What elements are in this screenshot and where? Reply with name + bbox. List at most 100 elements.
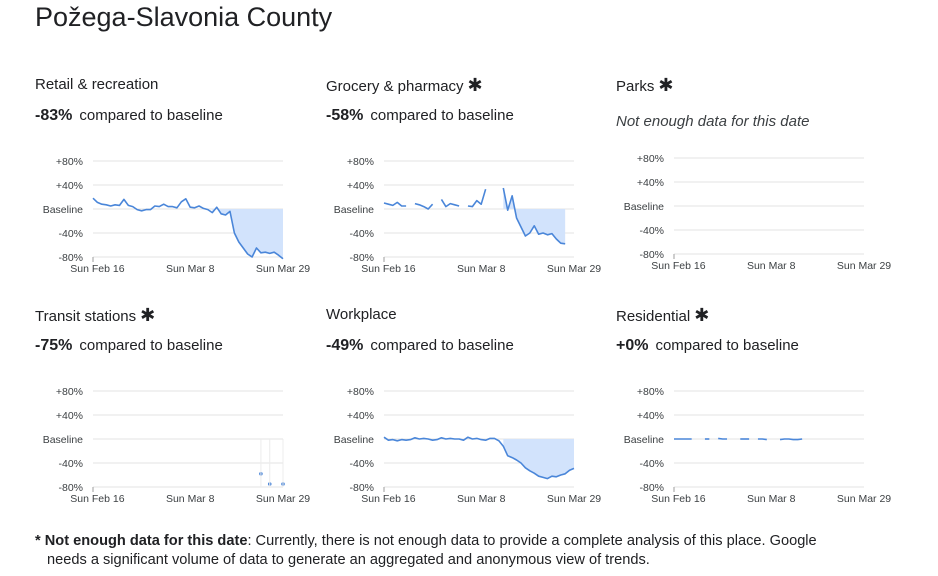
x-tick-label: Sun Mar 8	[166, 263, 215, 275]
series-line	[440, 198, 460, 208]
panel-residential: Residential ✱ +0% compared to baseline +80…	[616, 306, 906, 521]
x-tick-label: Sun Mar 29	[256, 493, 310, 505]
y-tick-label: -80%	[639, 482, 664, 494]
series-line	[383, 201, 407, 207]
panel-title: Parks	[616, 78, 655, 95]
y-tick-label: +40%	[56, 410, 83, 422]
y-tick-label: -80%	[639, 249, 664, 261]
change-value: -49%	[326, 337, 364, 354]
change-value: -58%	[326, 107, 364, 124]
x-tick-label: Sun Feb 16	[70, 493, 124, 505]
chart-workplace: +80% +40% Baseline -40% -80%Sun Feb 16 Sun Ma…	[334, 386, 602, 505]
x-tick-label: Sun Mar 29	[547, 493, 601, 505]
y-tick-label: -80%	[349, 482, 374, 494]
y-tick-label: -40%	[639, 225, 664, 237]
y-tick-label: -40%	[58, 228, 83, 240]
chart-residential: +80% +40% Baseline -40% -80%Sun Feb 16 Sun Ma…	[624, 386, 892, 505]
footnote-text-2: needs a significant volume of data to ge…	[47, 552, 650, 568]
y-tick-label: -40%	[58, 458, 83, 470]
y-tick-label: -80%	[58, 252, 83, 264]
x-tick-label: Sun Mar 8	[457, 493, 506, 505]
y-tick-label: +40%	[56, 180, 83, 192]
no-data-message: Not enough data for this date	[616, 113, 810, 130]
x-tick-label: Sun Mar 8	[747, 260, 796, 272]
change-caption: compared to baseline	[79, 337, 223, 354]
footnote-star: *	[35, 533, 41, 549]
panel-workplace: Workplace -49% compared to baseline +80% +…	[326, 306, 616, 521]
series-line	[383, 436, 575, 480]
panel-title: Grocery & pharmacy	[326, 78, 464, 95]
series-line	[718, 437, 728, 440]
y-tick-label: +80%	[347, 386, 374, 398]
change-caption: compared to baseline	[79, 107, 223, 124]
y-tick-label: +80%	[56, 156, 83, 168]
x-tick-label: Sun Feb 16	[361, 493, 415, 505]
panel-retail: Retail & recreation -83% compared to base…	[35, 76, 325, 291]
y-tick-label: Baseline	[624, 201, 664, 213]
footnote: * Not enough data for this date: Current…	[35, 532, 885, 570]
y-tick-label: -40%	[349, 458, 374, 470]
chart-grocery: +80% +40% Baseline -40% -80%Sun Feb 16 Sun Ma…	[334, 156, 602, 275]
series-line	[757, 438, 767, 441]
y-tick-label: -80%	[58, 482, 83, 494]
x-tick-label: Sun Mar 29	[837, 493, 891, 505]
x-tick-label: Sun Feb 16	[651, 493, 705, 505]
x-tick-label: Sun Mar 8	[747, 493, 796, 505]
change-caption: compared to baseline	[370, 337, 514, 354]
panel-parks: Parks ✱ Not enough data for this date +80…	[616, 76, 906, 291]
change-caption: compared to baseline	[370, 107, 514, 124]
y-tick-label: +80%	[347, 156, 374, 168]
panel-title: Retail & recreation	[35, 76, 159, 93]
y-tick-label: +40%	[347, 410, 374, 422]
y-tick-label: Baseline	[43, 204, 83, 216]
change-caption: compared to baseline	[655, 337, 799, 354]
chart-transit: +80% +40% Baseline -40% -80%Sun Feb 16 Sun Ma…	[43, 386, 311, 505]
y-tick-label: +40%	[637, 177, 664, 189]
chart-parks: +80% +40% Baseline -40% -80%Sun Feb 16 Sun Ma…	[624, 153, 892, 272]
change-value: -83%	[35, 107, 73, 124]
y-tick-label: +40%	[637, 410, 664, 422]
x-tick-label: Sun Feb 16	[70, 263, 124, 275]
chart-retail: +80% +40% Baseline -40% -80%Sun Feb 16 Sun Ma…	[43, 156, 311, 275]
series-line	[779, 438, 803, 441]
x-tick-label: Sun Mar 29	[837, 260, 891, 272]
y-tick-label: +80%	[637, 153, 664, 165]
y-tick-label: Baseline	[334, 204, 374, 216]
y-tick-label: -40%	[639, 458, 664, 470]
panel-title: Residential	[616, 308, 691, 325]
change-value: +0%	[616, 337, 649, 354]
panel-title: Workplace	[326, 306, 397, 323]
star-icon: ✱	[467, 75, 483, 95]
page-title: Požega-Slavonia County	[35, 2, 333, 32]
footnote-text: : Currently, there is not enough data to…	[247, 533, 817, 549]
baseline-diff-area	[503, 188, 566, 244]
x-tick-label: Sun Mar 29	[256, 263, 310, 275]
y-tick-label: +40%	[347, 180, 374, 192]
series-line	[92, 197, 284, 260]
x-tick-label: Sun Feb 16	[651, 260, 705, 272]
baseline-diff-area	[212, 207, 283, 259]
x-tick-label: Sun Mar 29	[547, 263, 601, 275]
star-icon: ✱	[658, 75, 674, 95]
star-icon: ✱	[140, 305, 156, 325]
series-line	[502, 187, 566, 245]
panel-title: Transit stations	[35, 308, 137, 325]
y-tick-label: Baseline	[334, 434, 374, 446]
x-tick-label: Sun Feb 16	[361, 263, 415, 275]
y-tick-label: -80%	[349, 252, 374, 264]
y-tick-label: -40%	[349, 228, 374, 240]
y-tick-label: +80%	[637, 386, 664, 398]
y-tick-label: +80%	[56, 386, 83, 398]
panel-grocery: Grocery & pharmacy ✱ -58% compared to base…	[326, 76, 616, 291]
series-line	[414, 202, 434, 210]
change-value: -75%	[35, 337, 73, 354]
footnote-bold: Not enough data for this date	[44, 533, 248, 549]
x-tick-label: Sun Mar 8	[166, 493, 215, 505]
y-tick-label: Baseline	[624, 434, 664, 446]
baseline-diff-area	[503, 439, 574, 479]
y-tick-label: Baseline	[43, 434, 83, 446]
star-icon: ✱	[694, 305, 710, 325]
panel-transit: Transit stations ✱ -75% compared to baseli…	[35, 306, 325, 521]
x-tick-label: Sun Mar 8	[457, 263, 506, 275]
series-line	[467, 188, 487, 208]
